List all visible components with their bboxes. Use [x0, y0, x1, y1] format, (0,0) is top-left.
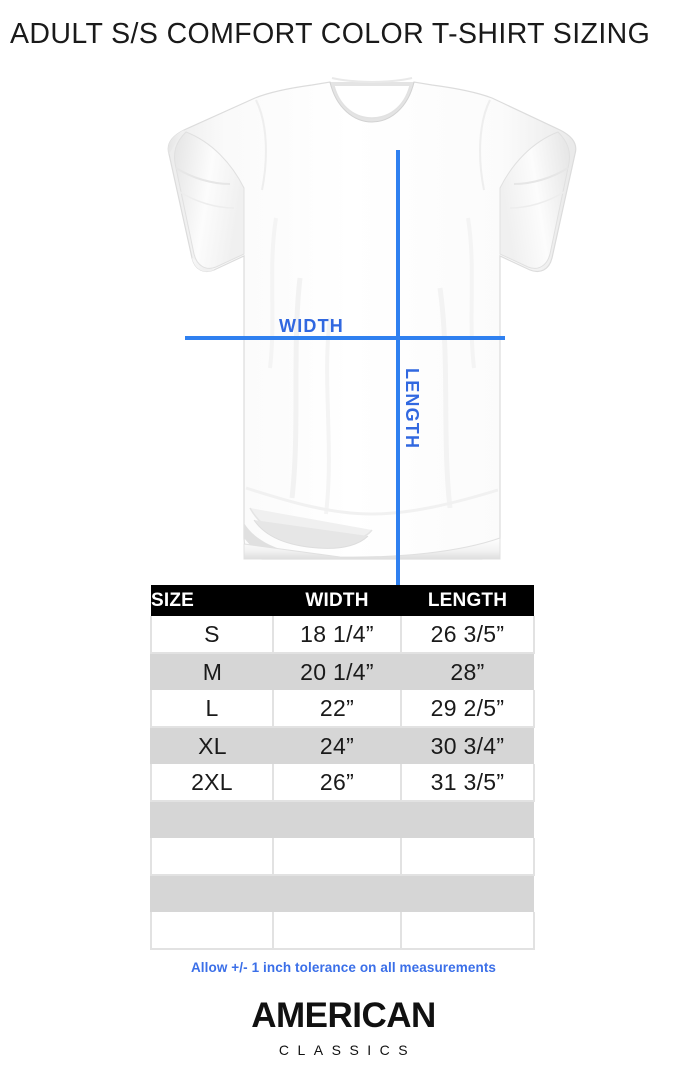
- cell-length: 30 3/4”: [401, 727, 534, 764]
- cell-length: [401, 875, 534, 912]
- cell-length: [401, 912, 535, 950]
- cell-size: S: [150, 616, 274, 654]
- brand-logo: AMERICAN CLASSICS: [0, 998, 687, 1057]
- cell-size: [150, 912, 274, 950]
- column-header-width: WIDTH: [273, 585, 401, 616]
- cell-width: [273, 875, 401, 912]
- cell-width: 24”: [273, 727, 401, 764]
- cell-size: M: [150, 653, 273, 690]
- cell-length: [401, 838, 535, 876]
- brand-name: AMERICAN: [251, 996, 436, 1035]
- cell-length: 31 3/5”: [401, 764, 535, 802]
- cell-width: [273, 912, 402, 950]
- cell-width: 20 1/4”: [273, 653, 401, 690]
- size-chart-table: SIZE WIDTH LENGTH S 18 1/4” 26 3/5” M 20…: [150, 585, 535, 950]
- cell-length: 29 2/5”: [401, 690, 535, 728]
- table-row: 2XL 26” 31 3/5”: [150, 764, 535, 802]
- cell-size: [150, 801, 273, 838]
- column-header-length: LENGTH: [401, 585, 534, 616]
- cell-length: 26 3/5”: [401, 616, 535, 654]
- table-row: M 20 1/4” 28”: [150, 653, 534, 690]
- cell-size: [150, 838, 274, 876]
- table-row-empty: [150, 875, 534, 912]
- cell-length: 28”: [401, 653, 534, 690]
- table-header-row: SIZE WIDTH LENGTH: [151, 585, 534, 616]
- cell-size: L: [150, 690, 274, 728]
- column-header-size: SIZE: [151, 585, 273, 616]
- table-row: S 18 1/4” 26 3/5”: [150, 616, 535, 654]
- table-row: XL 24” 30 3/4”: [150, 727, 534, 764]
- length-label: LENGTH: [402, 368, 422, 450]
- cell-size: XL: [150, 727, 273, 764]
- width-label: WIDTH: [279, 316, 344, 336]
- cell-width: 26”: [273, 764, 402, 802]
- table-row: L 22” 29 2/5”: [150, 690, 535, 728]
- cell-size: [150, 875, 273, 912]
- length-measure-line: [396, 150, 400, 631]
- table-row-empty: [150, 801, 534, 838]
- cell-width: [273, 801, 401, 838]
- cell-size: 2XL: [150, 764, 274, 802]
- tshirt-diagram: WIDTH LENGTH: [0, 68, 687, 631]
- cell-width: 18 1/4”: [273, 616, 402, 654]
- table-row-empty: [150, 838, 535, 876]
- cell-width: [273, 838, 402, 876]
- width-measure-line: [185, 336, 505, 340]
- tshirt-illustration: [167, 77, 577, 560]
- table-row-empty: [150, 912, 535, 950]
- page-title: ADULT S/S COMFORT COLOR T-SHIRT SIZING: [10, 18, 651, 50]
- cell-length: [401, 801, 534, 838]
- cell-width: 22”: [273, 690, 402, 728]
- tolerance-note: Allow +/- 1 inch tolerance on all measur…: [190, 960, 497, 975]
- brand-tagline: CLASSICS: [278, 1042, 417, 1058]
